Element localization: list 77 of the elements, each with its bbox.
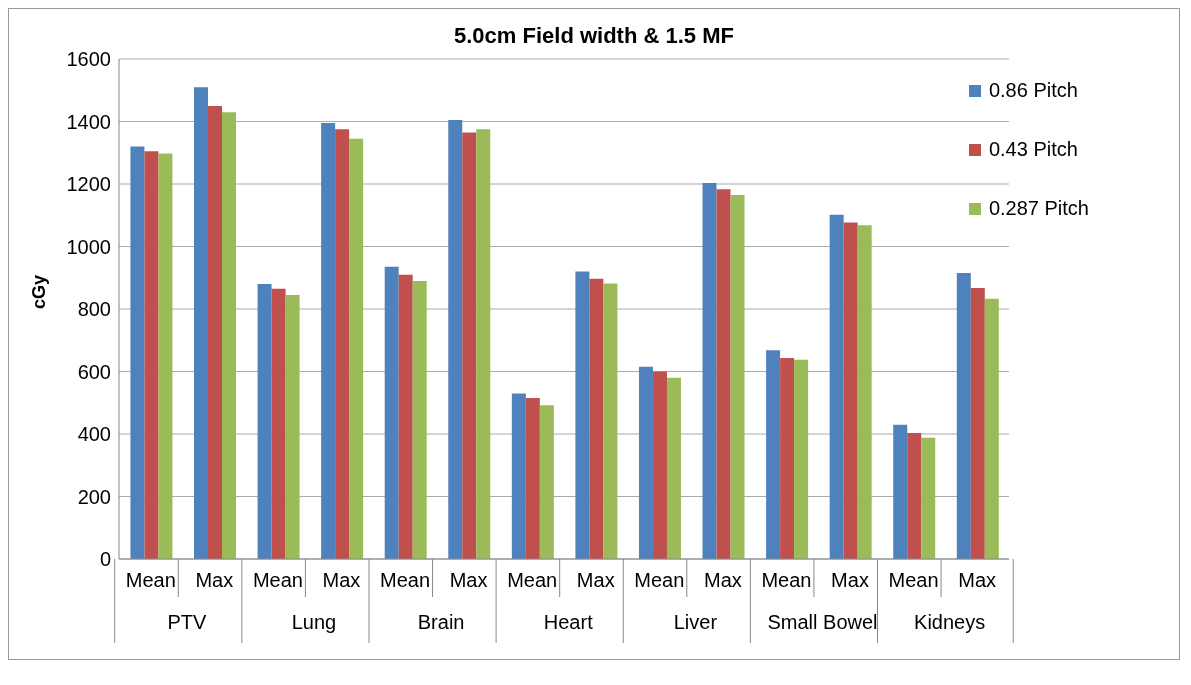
bar [730,194,745,559]
bar [829,214,844,559]
bar [130,146,145,559]
text: Kidneys [914,611,986,633]
bar [921,437,936,559]
bar [575,271,590,559]
chart-title: 5.0cm Field width & 1.5 MF [453,22,735,49]
bar [702,183,717,559]
x-tick-label: Mean [634,569,685,591]
bar [285,294,300,559]
bar [398,274,413,559]
bar [956,273,971,559]
bar [257,284,272,559]
bar [652,371,667,559]
bar [448,119,463,559]
x-tick-label: Max [195,569,234,591]
y-tick-label: 1200 [66,173,111,196]
bar [194,87,209,559]
x-tick-label: Max [958,569,997,591]
x-tick-label: Max [449,569,488,591]
bar [766,350,781,559]
bar [603,283,618,559]
text: Small Bowel [767,611,878,633]
bar [893,424,908,559]
bar [144,151,159,559]
bar [780,358,795,559]
text: Heart [543,611,594,633]
text: Lung [291,611,337,633]
x-tick-label: Max [703,569,742,591]
y-tick-label: 1600 [66,48,111,71]
x-tick-label: Mean [507,569,558,591]
x-tick-label: Max [576,569,615,591]
y-tick-label: 400 [77,423,111,446]
bar [271,288,286,559]
bar [857,225,872,559]
bar [476,129,491,559]
bar [158,153,173,559]
x-tick-label: Max [322,569,361,591]
x-tick-label: Max [831,569,869,591]
bar [666,377,681,559]
bar [222,112,237,559]
bar [638,366,653,559]
bar [384,266,399,559]
bar [335,129,350,559]
text: Brain [417,611,465,633]
y-tick-label: 1000 [66,235,111,258]
bar [539,405,554,559]
legend-label: 0.43 Pitch [988,138,1078,161]
bar [412,280,427,559]
text: PTV [167,611,207,633]
bar [984,298,999,559]
y-tick-label: 0 [99,548,111,571]
bar [321,123,336,559]
bar [525,398,540,559]
bar [970,288,985,559]
text: Liver [673,611,718,633]
y-axis-title: cGy [29,274,50,309]
x-tick-label: Mean [761,569,812,591]
bar [208,105,223,559]
y-tick-label: 600 [77,360,111,383]
x-tick-label: Mean [888,569,939,591]
bar [511,393,526,559]
bar [462,132,477,559]
bar [349,138,364,559]
bar [589,278,604,559]
y-tick-label: 1400 [66,110,111,133]
bar [907,433,922,559]
x-tick-label: Mean [125,569,176,591]
bar [716,189,731,559]
legend-label: 0.287 Pitch [988,197,1089,220]
bar [843,222,858,559]
x-tick-label: Mean [252,569,303,591]
y-tick-label: 200 [77,485,111,508]
bar [794,359,809,559]
y-tick-label: 800 [77,298,111,321]
legend-label: 0.86 Pitch [988,79,1078,102]
x-tick-label: Mean [380,569,431,591]
